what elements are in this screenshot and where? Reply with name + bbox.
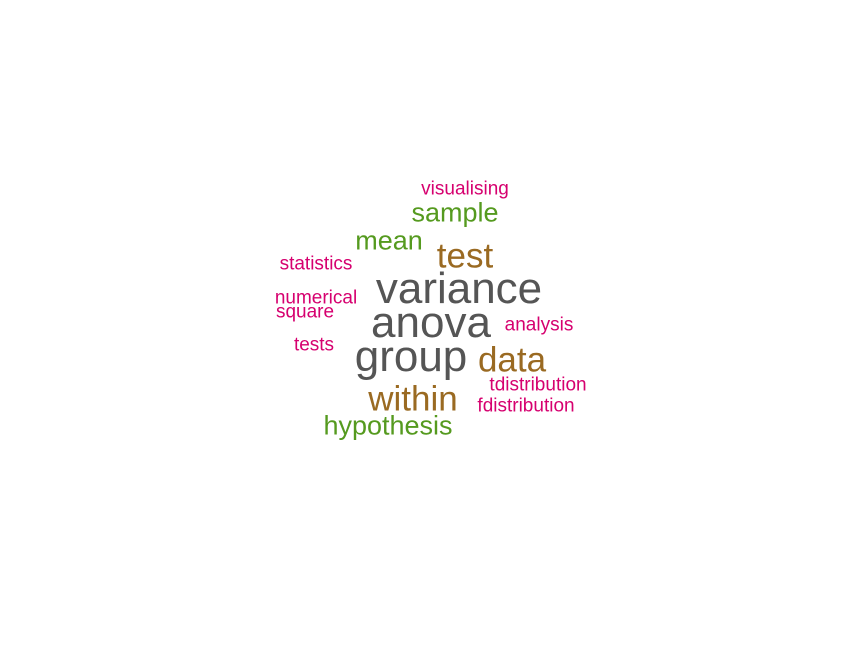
- word-fdistribution: fdistribution: [477, 395, 575, 417]
- word-variance: variance: [375, 264, 543, 313]
- word-anova: anova: [371, 298, 491, 347]
- word-analysis: analysis: [504, 314, 574, 336]
- word-sample: sample: [411, 197, 499, 228]
- word-visualising: visualising: [421, 178, 509, 200]
- word-hypothesis: hypothesis: [323, 410, 453, 441]
- word-mean: mean: [355, 225, 423, 256]
- word-tdistribution: tdistribution: [489, 374, 587, 396]
- word-group: group: [354, 332, 468, 381]
- word-within: within: [368, 379, 458, 419]
- word-tests: tests: [293, 334, 335, 356]
- word-test: test: [436, 236, 494, 276]
- word-numerical: numerical: [274, 287, 358, 309]
- word-statistics: statistics: [279, 253, 353, 275]
- word-square: square: [275, 301, 335, 323]
- word-data: data: [477, 340, 547, 380]
